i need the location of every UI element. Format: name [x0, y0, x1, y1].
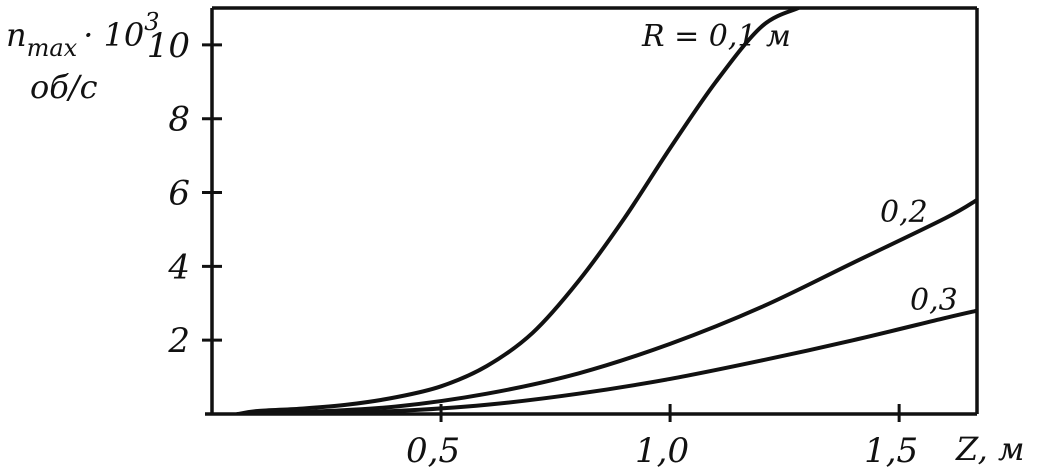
axes	[205, 6, 979, 416]
series-line-1	[236, 8, 801, 414]
y-tick-label: 4	[167, 247, 190, 287]
ticks: 2 4 6 8 10 0,5 1,0 1,5	[147, 26, 918, 469]
y-tick-label: 2	[167, 321, 190, 361]
x-axis-title: Z, м	[955, 430, 1025, 468]
y-axis-title: nmax · 103	[6, 8, 160, 62]
series-lines	[236, 8, 977, 414]
y-tick-label: 6	[168, 174, 190, 214]
y-tick-label: 8	[168, 100, 190, 140]
y-axis-title-subscript: max	[27, 34, 78, 62]
series-line-2	[236, 197, 977, 414]
y-axis-title-superscript: 3	[144, 8, 159, 36]
y-axis-title-main: n	[6, 16, 27, 54]
series-label-1: R = 0,1 м	[641, 19, 791, 54]
series-label-3: 0,3	[910, 283, 958, 318]
y-tick-label: 10	[147, 26, 190, 66]
y-axis-unit: об/с	[30, 68, 98, 106]
y-axis-title-suffix: · 10	[83, 16, 144, 54]
curve-labels: R = 0,1 м 0,2 0,3	[641, 19, 958, 318]
x-tick-label: 0,5	[406, 431, 460, 469]
series-label-2: 0,2	[880, 195, 928, 230]
series-line-3	[236, 308, 977, 414]
x-tick-label: 1,5	[864, 431, 918, 469]
x-tick-label: 1,0	[635, 431, 689, 469]
